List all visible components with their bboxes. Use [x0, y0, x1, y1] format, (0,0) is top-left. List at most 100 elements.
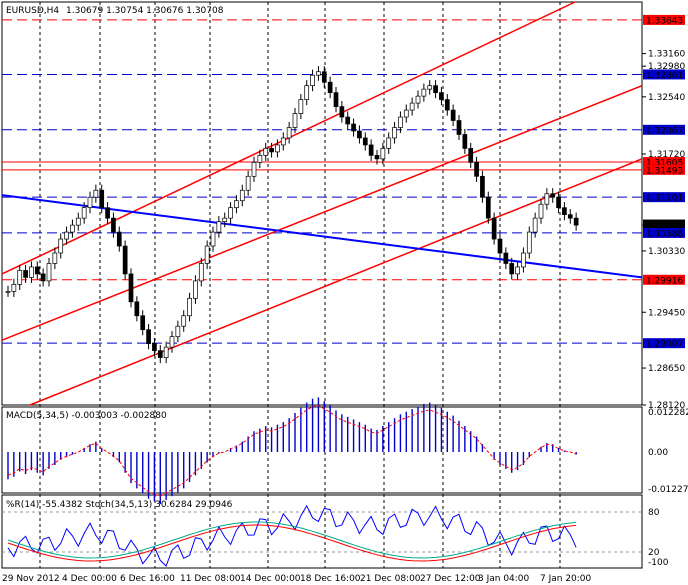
candle-body	[228, 207, 233, 219]
time-tick-label: 6 Dec 16:00	[120, 574, 175, 584]
candle-body	[93, 189, 99, 198]
macd-scale-label: 0.00	[648, 448, 668, 458]
price-tick-label: 1.32540	[648, 93, 685, 103]
macd-pane[interactable]	[1, 406, 643, 494]
candle-body	[275, 144, 280, 153]
candle-body	[280, 137, 286, 146]
candle-body	[163, 346, 169, 358]
candle-body	[316, 71, 321, 76]
candle-body	[87, 196, 93, 209]
time-tick-label: 18 Dec 16:00	[300, 574, 361, 584]
candle-body	[193, 280, 198, 299]
candle-body	[474, 162, 479, 177]
candle-body	[198, 263, 204, 282]
price-level-value: 1.31101	[646, 194, 683, 204]
candle-body	[374, 155, 380, 160]
candle-body	[181, 315, 187, 327]
oscillator-lines	[2, 504, 642, 567]
candle-body	[17, 270, 23, 285]
candle-body	[204, 245, 210, 264]
stoch-main-line	[7, 521, 577, 559]
candle-body	[292, 113, 298, 128]
price-tick-label: 1.29450	[648, 308, 685, 318]
macd-histogram	[7, 397, 577, 504]
candle-body	[573, 217, 579, 226]
candle-body	[433, 85, 438, 93]
channel-middle	[1, 84, 643, 341]
candle-body	[23, 270, 28, 278]
candle-body	[439, 92, 444, 100]
candle-body	[52, 252, 58, 264]
time-axis: 29 Nov 2012 4 Dec 00:00 6 Dec 16:00 11 Dec …	[2, 574, 592, 584]
candle-body	[269, 148, 274, 153]
candle-body	[134, 301, 140, 317]
candle-body	[40, 273, 46, 282]
price-level-value: 1.32067	[646, 126, 683, 136]
price-tick-label: 1.28650	[648, 364, 685, 374]
candle-body	[11, 284, 17, 292]
candle-body	[351, 123, 356, 132]
candle-body	[187, 297, 192, 317]
time-tick-label: 4 Dec 00:00	[62, 574, 117, 584]
candle-body	[538, 203, 544, 219]
candle-body	[544, 193, 550, 205]
time-tick-label: 29 Nov 2012	[2, 574, 60, 584]
price-level-value: 1.33643	[646, 16, 683, 26]
oscillator-pane[interactable]	[1, 494, 643, 569]
candle-body	[234, 200, 239, 209]
candle-body	[427, 85, 433, 90]
candle-body	[503, 252, 509, 264]
oscillator-scale-label: 80	[648, 508, 660, 518]
candle-body	[398, 116, 403, 128]
candle-body	[210, 231, 216, 247]
candle-body	[105, 207, 110, 219]
candle-body	[286, 127, 292, 139]
candle-body	[462, 134, 468, 149]
candle-body	[58, 238, 64, 254]
candle-body	[175, 325, 181, 338]
candle-body	[515, 266, 520, 275]
price-pane[interactable]	[1, 1, 643, 406]
symbol-label: EURUSD,H4	[6, 6, 59, 16]
price-level-tag	[643, 157, 685, 168]
price-level-value: 1.31493	[646, 166, 683, 176]
candle-body	[480, 175, 485, 198]
candle-body	[146, 329, 151, 344]
candle-body	[216, 221, 222, 233]
candle-body	[257, 155, 263, 163]
candle-body	[46, 263, 52, 282]
vertical-gridlines	[39, 2, 561, 568]
candle-body	[122, 245, 128, 275]
candle-body	[362, 137, 368, 146]
candle-body	[415, 95, 421, 104]
price-level-value: 1.30588	[646, 229, 683, 239]
candle-body	[485, 196, 491, 219]
candle-body	[491, 217, 497, 240]
price-level-tag	[643, 124, 685, 135]
time-tick-label: 27 Dec 12:00	[420, 574, 481, 584]
candlesticks	[5, 66, 579, 364]
candle-body	[421, 88, 427, 97]
candle-body	[75, 217, 81, 226]
candle-body	[116, 231, 122, 247]
price-level-value: 1.31605	[646, 159, 683, 169]
price-level-tag	[643, 14, 685, 25]
candle-body	[321, 71, 327, 83]
candle-body	[310, 74, 315, 87]
price-level-tag	[643, 219, 685, 230]
candle-body	[29, 266, 34, 278]
candle-body	[222, 217, 228, 222]
price-level-value: 1.32861	[646, 71, 683, 81]
candle-body	[327, 81, 333, 93]
price-level-tag	[643, 164, 685, 175]
candle-body	[497, 238, 503, 254]
candle-body	[245, 175, 251, 191]
stoch-signal-line	[7, 524, 577, 562]
price-level-tag	[643, 274, 685, 285]
candle-body	[450, 109, 456, 121]
candle-body	[444, 99, 450, 111]
candle-body	[526, 231, 532, 254]
